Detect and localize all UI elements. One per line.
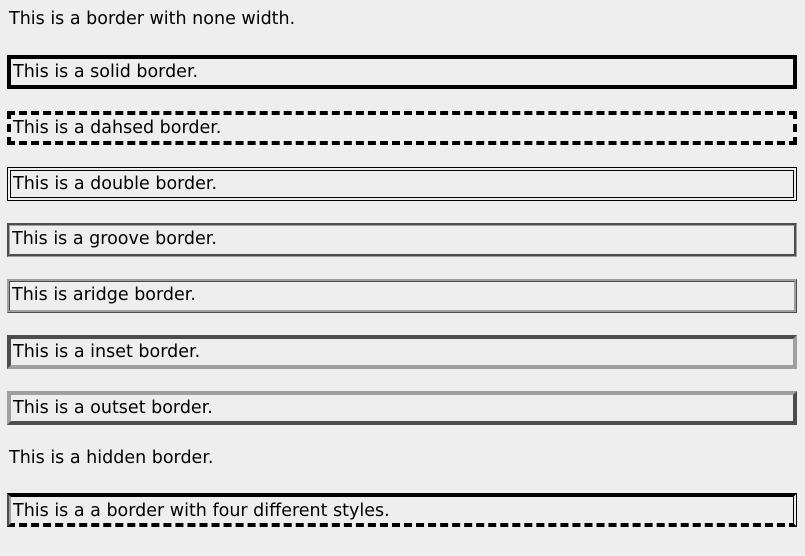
inset-border-paragraph: This is a inset border. [7,335,797,369]
hidden-border-paragraph: This is a hidden border. [9,448,214,468]
ridge-border-paragraph: This is aridge border. [7,279,797,313]
outset-border-paragraph: This is a outset border. [7,391,797,425]
none-border-paragraph: This is a border with none width. [9,9,296,29]
groove-border-paragraph: This is a groove border. [7,223,797,257]
double-border-paragraph: This is a double border. [7,167,797,201]
solid-border-paragraph: This is a solid border. [7,55,797,89]
mixed-border-paragraph: This is a a border with four different s… [7,493,797,527]
dashed-border-paragraph: This is a dahsed border. [7,111,797,145]
